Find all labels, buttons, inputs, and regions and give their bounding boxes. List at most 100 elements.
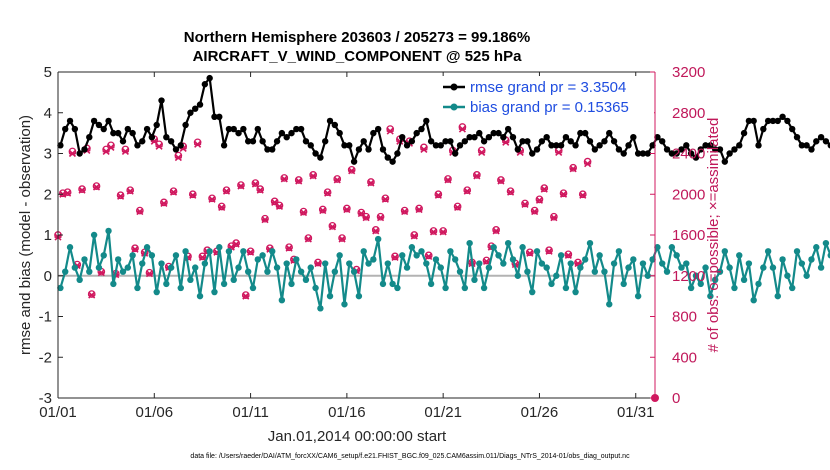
x-tick-label: 01/16 (328, 404, 366, 421)
obs-assimilated-marker (492, 227, 500, 235)
bias-point (548, 280, 555, 288)
bias-point (437, 264, 444, 271)
rmse-point (288, 129, 295, 137)
y-tick-label: 4 (44, 105, 52, 122)
rmse-point (504, 125, 512, 133)
rmse-point (548, 142, 555, 149)
bias-point (322, 260, 329, 267)
y-right-tick-label: 400 (672, 349, 697, 366)
obs-assimilated-marker (160, 199, 168, 207)
obs-assimilated-marker (540, 185, 548, 193)
obs-possible-marker (193, 138, 202, 147)
bias-point (538, 260, 546, 267)
rmse-point (384, 154, 391, 161)
obs-possible-marker (261, 214, 269, 223)
legend-box (437, 76, 654, 120)
bias-point (740, 276, 748, 284)
rmse-point (524, 138, 531, 145)
bias-point (543, 264, 550, 271)
bias-point (230, 276, 237, 284)
obs-assimilated-marker (314, 259, 322, 268)
bias-point (336, 252, 343, 259)
obs-possible-marker (564, 250, 573, 259)
legend-bias-label: bias grand pr = 0.15365 (470, 99, 629, 116)
rmse-point (403, 142, 411, 149)
rmse-point (350, 158, 358, 165)
bias-point (793, 248, 801, 255)
rmse-point (817, 134, 825, 141)
obs-assimilated-marker (319, 206, 327, 215)
obs-possible-marker (188, 190, 197, 199)
bias-point (220, 280, 228, 288)
rmse-point (606, 129, 613, 137)
bias-point (504, 239, 512, 247)
rmse-point (668, 150, 676, 157)
y-tick-label: 1 (44, 227, 52, 244)
obs-possible-marker (246, 247, 255, 256)
obs-possible-marker (453, 202, 462, 211)
rmse-point (471, 134, 478, 141)
rmse-point (634, 150, 642, 157)
obs-possible-marker (381, 194, 390, 203)
obs-possible-marker (68, 147, 77, 156)
rmse-point (827, 142, 830, 149)
rmse-point (374, 125, 382, 133)
bias-point (240, 248, 247, 255)
rmse-point (615, 146, 623, 153)
rmse-point (230, 125, 237, 133)
bias-series (57, 227, 830, 312)
chart-subtitle: AIRCRAFT_V_WIND_COMPONENT @ 525 hPa (193, 48, 523, 65)
bias-point (480, 284, 488, 292)
obs-assimilated-marker (429, 228, 438, 236)
obs-possible-marker (444, 175, 452, 183)
obs-possible-marker (208, 194, 216, 203)
rmse-point (119, 138, 127, 145)
rmse-point (57, 142, 64, 149)
bias-point (307, 264, 314, 271)
obs-assimilated-marker (121, 147, 129, 156)
rmse-point (134, 142, 141, 149)
rmse-point (639, 150, 647, 157)
bias-point (447, 248, 454, 255)
bias-point (297, 268, 305, 275)
bias-point (216, 244, 223, 251)
obs-possible-marker (583, 157, 592, 166)
rmse-point (148, 134, 156, 141)
y-tick-label: 0 (44, 268, 52, 285)
obs-assimilated-marker (555, 148, 563, 157)
y-tick-label: -1 (39, 309, 52, 326)
rmse-point (721, 158, 729, 165)
rmse-point (553, 142, 560, 149)
bias-point (745, 260, 753, 267)
obs-possible-marker (318, 205, 327, 214)
bias-point (822, 239, 830, 247)
rmse-point (437, 142, 444, 149)
y-right-tick-label: 800 (672, 309, 697, 326)
rmse-point (360, 138, 367, 145)
obs-assimilated-marker (237, 182, 245, 190)
rmse-point (220, 142, 228, 149)
rmse-point (105, 117, 112, 125)
bias-point (764, 248, 772, 255)
obs-assimilated-marker (482, 257, 491, 266)
rmse-point (707, 142, 714, 149)
obs-assimilated-marker (295, 177, 303, 185)
obs-assimilated-marker (198, 253, 207, 261)
obs-assimilated-marker (579, 191, 587, 199)
rmse-point (370, 129, 377, 137)
obs-assimilated-marker (174, 154, 182, 162)
bias-point (572, 288, 579, 296)
bias-point (721, 248, 729, 255)
obs-possible-marker (376, 212, 385, 221)
rmse-point (543, 134, 550, 141)
y-axis-label: rmse and bias (model - observation) (17, 115, 34, 355)
bias-point (427, 280, 435, 288)
bias-point (244, 268, 252, 275)
obs-possible-marker (521, 199, 529, 208)
bias-point (692, 272, 700, 279)
obs-assimilated-marker (285, 244, 293, 252)
obs-possible-marker (535, 195, 544, 204)
legend-rmse-label: rmse grand pr = 3.3504 (470, 79, 626, 96)
obs-possible-marker (458, 123, 467, 131)
rmse-point (129, 129, 136, 137)
